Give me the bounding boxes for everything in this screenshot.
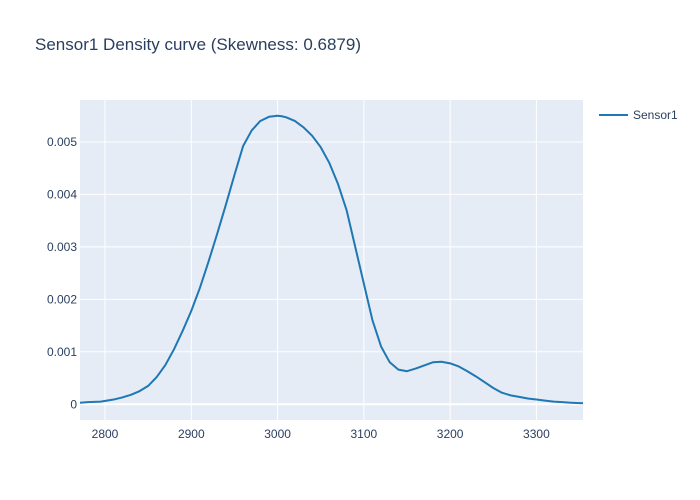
legend[interactable]: Sensor1 bbox=[599, 108, 678, 122]
legend-label-sensor1[interactable]: Sensor1 bbox=[633, 108, 678, 122]
y-gridlines bbox=[80, 141, 583, 406]
x-tick-label: 3000 bbox=[264, 427, 291, 441]
x-tick-label: 3200 bbox=[437, 427, 464, 441]
y-tick-label: 0.004 bbox=[47, 187, 77, 201]
y-tick-label: 0.002 bbox=[47, 292, 77, 306]
x-gridlines bbox=[104, 100, 537, 420]
y-tick-label: 0.003 bbox=[47, 240, 77, 254]
plot-area bbox=[80, 100, 583, 420]
y-tick-label: 0 bbox=[70, 397, 77, 411]
chart-title: Sensor1 Density curve (Skewness: 0.6879) bbox=[35, 35, 361, 54]
series-layer bbox=[79, 114, 584, 405]
y-tick-label: 0.001 bbox=[47, 345, 77, 359]
x-tick-label: 2900 bbox=[178, 427, 205, 441]
x-tick-label: 3100 bbox=[351, 427, 378, 441]
x-axis-ticks: 2800 2900 3000 3100 3200 3300 bbox=[92, 427, 550, 441]
x-tick-label: 2800 bbox=[92, 427, 119, 441]
y-axis-ticks: 0 0.001 0.002 0.003 0.004 0.005 bbox=[47, 135, 77, 411]
x-tick-label: 3300 bbox=[523, 427, 550, 441]
series-line-sensor1[interactable] bbox=[79, 114, 584, 405]
y-tick-label: 0.005 bbox=[47, 135, 77, 149]
